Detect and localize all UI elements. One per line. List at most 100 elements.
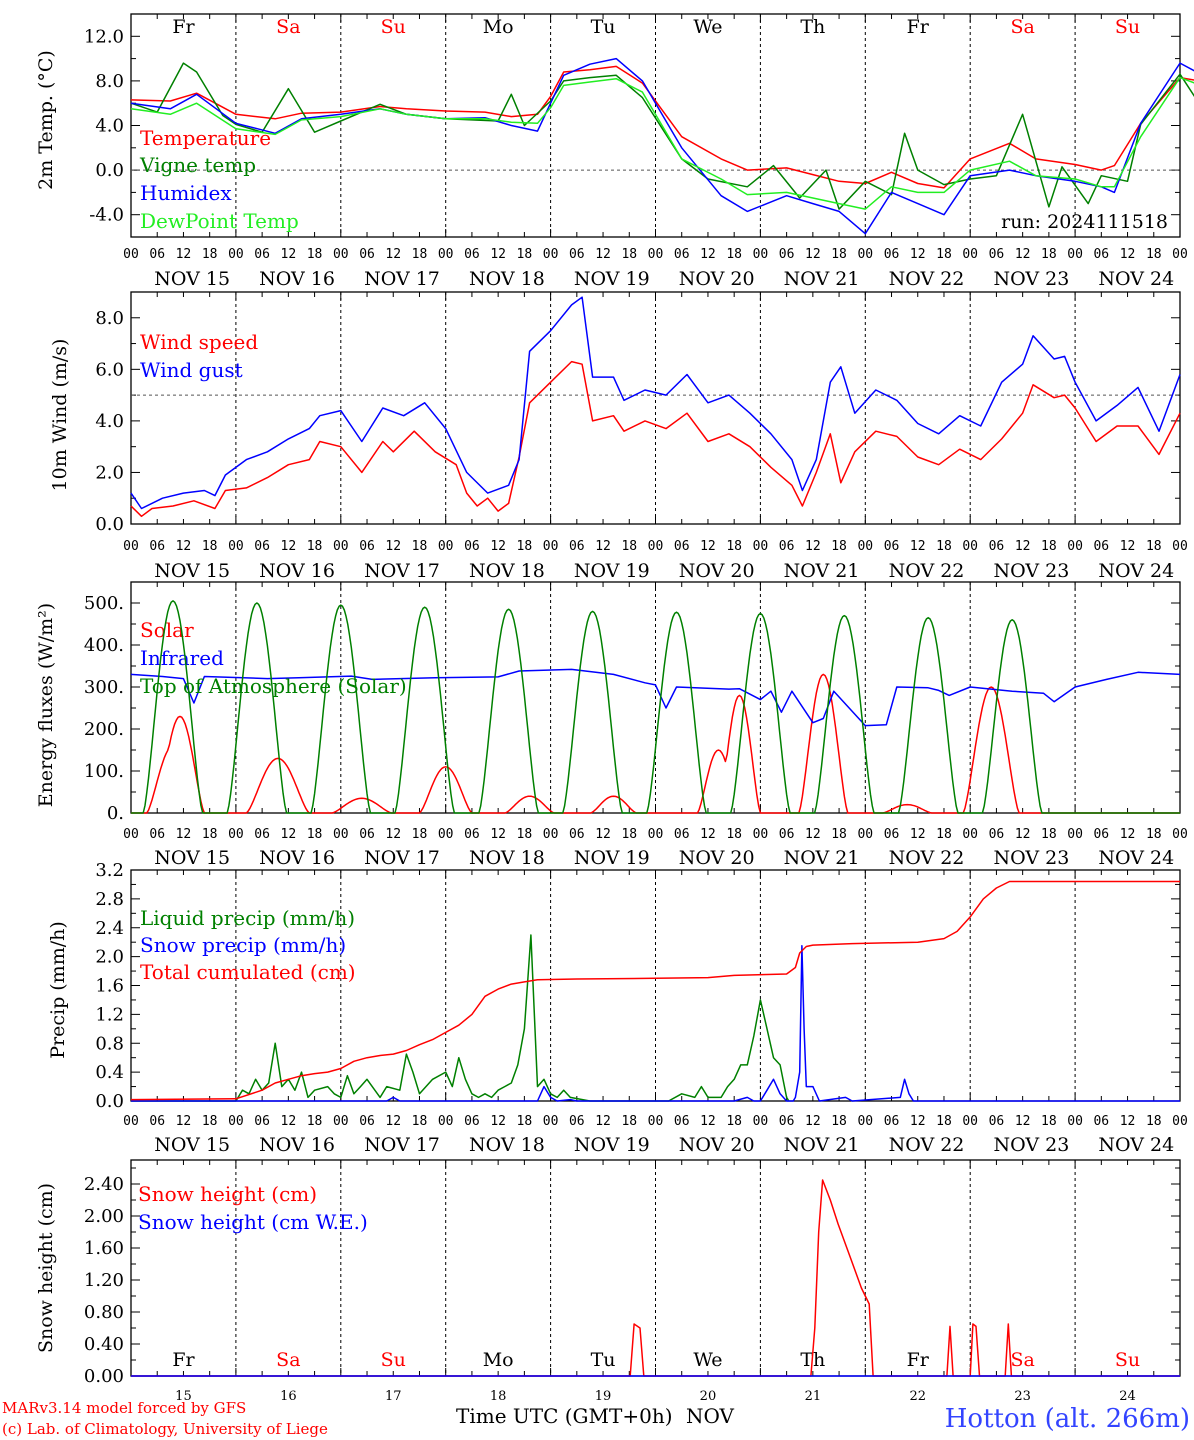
hour-tick-label: 00 [1172,247,1188,262]
weekday-label: Sa [276,16,300,38]
hour-tick-label: 00 [228,247,244,262]
energy-y-tick-label: 200. [84,719,124,740]
hour-tick-label: 12 [281,247,297,262]
hour-tick-label: 12 [700,827,716,842]
hour-tick-label: 12 [1015,247,1031,262]
hour-tick-label: 18 [1041,1114,1057,1129]
hour-tick-label: 12 [281,827,297,842]
hour-tick-label: 12 [1120,539,1136,554]
hour-tick-label: 06 [674,247,690,262]
energy-panel: Energy fluxes (W/m²) 0. 100. 200. 300. 400. 5… [35,581,1188,869]
hour-tick-label: 12 [910,827,926,842]
hour-tick-label: 18 [1041,827,1057,842]
energy-series-line [131,673,1180,814]
temp-series-line [130,62,1194,210]
date-label: NOV 19 [574,1134,650,1156]
wind-y-tick-label: 2.0 [95,462,124,483]
hour-tick-label: 12 [910,1114,926,1129]
date-label: NOV 20 [679,560,755,582]
hour-tick-label: 18 [202,539,218,554]
hour-tick-label: 18 [1146,1114,1162,1129]
snow-y-tick-label: 0.00 [84,1366,124,1387]
precip-y-tick-label: 0.8 [95,1033,124,1054]
date-label: NOV 23 [993,560,1069,582]
hour-tick-label: 06 [1093,539,1109,554]
hour-tick-label: 06 [674,539,690,554]
hour-tick-label: 18 [307,1114,323,1129]
wind-y-tick-label: 6.0 [95,359,124,380]
hour-tick-label: 00 [962,247,978,262]
hour-tick-label: 06 [884,539,900,554]
hour-tick-label: 00 [438,539,454,554]
temp-y-tick-label: 8.0 [95,71,124,92]
hour-tick-label: 00 [1172,827,1188,842]
wind-legend-entry: Wind speed [140,330,258,354]
weekday-label: Fr [907,1349,930,1371]
hour-tick-label: 12 [490,1114,506,1129]
hour-tick-label: 18 [831,539,847,554]
run-annotation: run: 2024111518 [1001,211,1168,233]
date-label: NOV 22 [889,268,965,290]
precip-legend-entry: Snow precip (mm/h) [140,933,346,957]
hour-tick-label: 06 [779,1114,795,1129]
precip-y-tick-label: 0.0 [95,1091,124,1112]
precip-panel: Precip (mm/h) 0.0 0.4 0.8 1.2 1.6 2.0 2.4 2.8 3.… [47,860,1188,1156]
energy-y-tick-label: 400. [84,635,124,656]
precip-series-line [130,880,1180,1101]
day-number-label: 15 [175,1389,192,1404]
hour-tick-label: 00 [1172,539,1188,554]
date-label: NOV 23 [993,847,1069,869]
hour-tick-label: 00 [123,539,139,554]
hour-tick-label: 00 [1067,827,1083,842]
weekday-label: Su [1115,1349,1140,1371]
hour-tick-label: 12 [385,539,401,554]
hour-tick-label: 00 [123,827,139,842]
energy-y-tick-label: 0. [107,803,124,824]
date-label: NOV 16 [259,560,335,582]
hour-tick-label: 00 [1067,539,1083,554]
hour-tick-label: 18 [412,827,428,842]
date-label: NOV 17 [364,268,440,290]
hour-tick-label: 06 [779,827,795,842]
hour-tick-label: 06 [359,247,375,262]
hour-tick-label: 00 [857,539,873,554]
hour-tick-label: 18 [726,827,742,842]
hour-tick-label: 18 [621,539,637,554]
hour-tick-label: 18 [726,1114,742,1129]
weekday-label: We [693,1349,722,1371]
hour-tick-label: 00 [438,247,454,262]
hour-tick-label: 00 [543,539,559,554]
temp-series-line [130,57,1194,235]
hour-tick-label: 18 [726,247,742,262]
precip-y-tick-label: 1.6 [95,976,124,997]
precip-y-tick-label: 1.2 [95,1004,124,1025]
weekday-label: Tu [591,1349,616,1371]
precip-legend-entry: Total cumulated (cm) [140,960,356,984]
date-label: NOV 22 [889,1134,965,1156]
hour-tick-label: 12 [1120,827,1136,842]
hour-tick-label: 06 [989,247,1005,262]
month-label: NOV [686,1404,735,1428]
hour-tick-label: 12 [490,247,506,262]
hour-tick-label: 12 [910,539,926,554]
hour-tick-label: 12 [490,539,506,554]
hour-tick-label: 18 [202,827,218,842]
lab-credit: (c) Lab. of Climatology, University of L… [2,1420,328,1438]
date-label: NOV 21 [784,1134,860,1156]
hour-tick-label: 12 [700,247,716,262]
temperature-panel: 2m Temp. (°C) run: 2024111518 -4.0 0.0 4.0… [35,13,1194,290]
wind-y-tick-label: 4.0 [95,411,124,432]
hour-tick-label: 06 [464,1114,480,1129]
snow-y-tick-label: 0.40 [84,1334,124,1355]
hour-tick-label: 06 [674,1114,690,1129]
snow-legend-entry: Snow height (cm W.E.) [138,1210,368,1234]
station-name: Hotton (alt. 266m) [945,1404,1190,1434]
footer: MARv3.14 model forced by GFS (c) Lab. of… [2,1399,1190,1438]
hour-tick-label: 06 [569,247,585,262]
date-label: NOV 16 [259,1134,335,1156]
hour-tick-label: 06 [884,827,900,842]
date-label: NOV 19 [574,268,650,290]
wind-y-tick-label: 8.0 [95,308,124,329]
day-number-label: 19 [595,1389,612,1404]
hour-tick-label: 06 [1093,1114,1109,1129]
